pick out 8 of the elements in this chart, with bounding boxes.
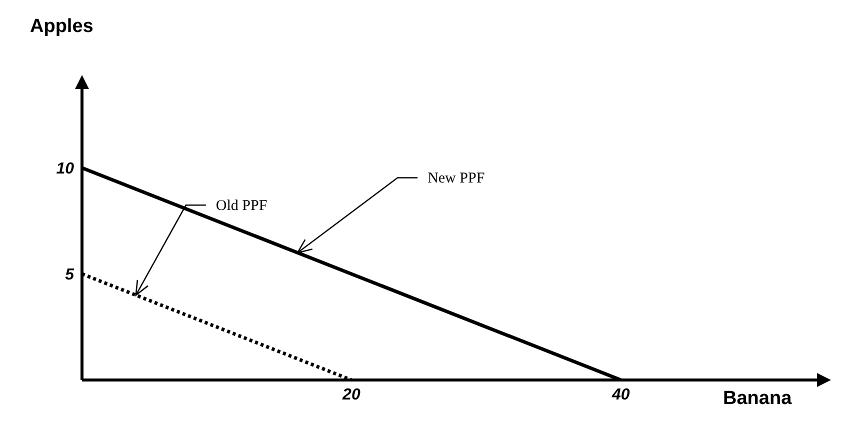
x-axis-title: Banana [723, 388, 792, 410]
x-tick-label: 20 [342, 386, 360, 404]
x-tick-label: 40 [611, 386, 630, 404]
annotation: New PPF [428, 170, 485, 187]
y-tick-label: 10 [56, 160, 74, 178]
y-axis-title: Apples [30, 16, 94, 38]
annotation: Old PPF [216, 198, 268, 214]
y-tick-label: 5 [65, 266, 76, 284]
